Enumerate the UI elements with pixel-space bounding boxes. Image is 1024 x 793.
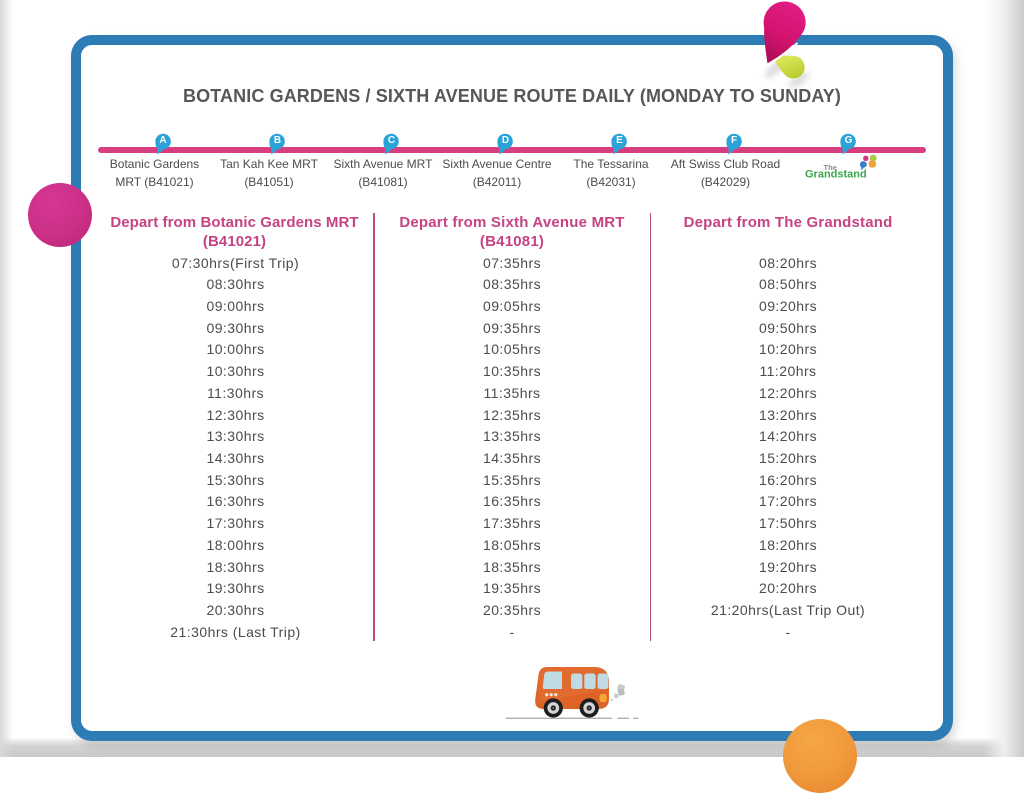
svg-text:The: The (824, 163, 837, 172)
svg-text:Grandstand: Grandstand (805, 169, 867, 181)
